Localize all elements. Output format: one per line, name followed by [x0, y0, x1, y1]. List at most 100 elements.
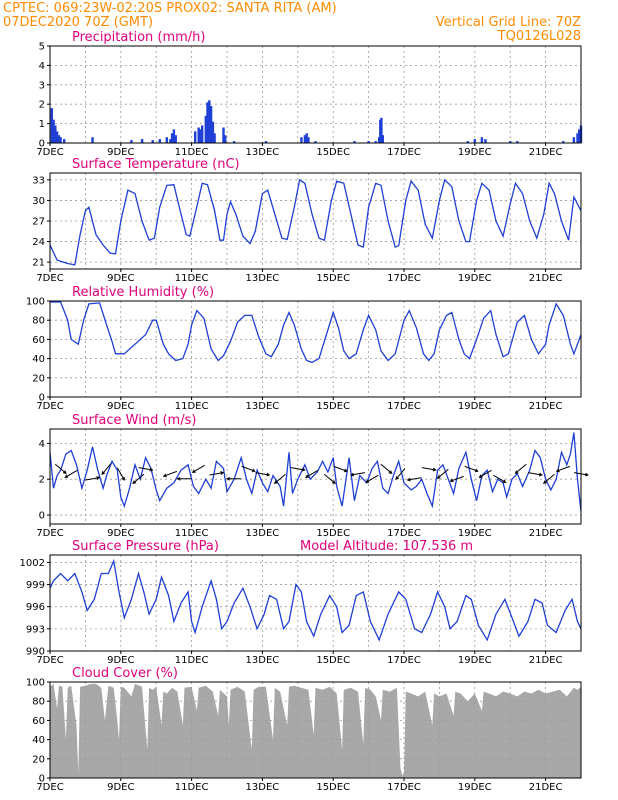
surface-pressure-title: Surface Pressure (hPa) [72, 539, 219, 554]
cloud-cover-xtick-label: 19DEC [458, 782, 492, 793]
pressure-ytick-label: 993 [26, 624, 45, 635]
precipitation-xtick-label: 7DEC [36, 147, 63, 158]
precipitation-xtick-label: 15DEC [316, 147, 350, 158]
wind-xtick-label: 19DEC [458, 528, 492, 539]
header-grid-line-note: Vertical Grid Line: 70Z [436, 15, 581, 30]
precipitation-bar [208, 100, 211, 143]
temperature-xtick-label: 19DEC [458, 273, 492, 284]
precipitation-bar [63, 139, 66, 143]
precipitation-bar [353, 141, 356, 143]
cloud-cover-ytick-label: 20 [32, 754, 45, 765]
wind-arrow [449, 475, 464, 483]
precipitation-bar [232, 141, 236, 143]
humidity-xtick-label: 13DEC [246, 401, 280, 412]
precipitation-bar [165, 137, 168, 143]
humidity-xtick-label: 17DEC [387, 401, 421, 412]
humidity-ytick-label: 60 [32, 335, 45, 346]
pressure-xtick-label: 19DEC [458, 655, 492, 666]
cloud-cover-xtick-label: 17DEC [387, 782, 421, 793]
wind-arrow [101, 463, 112, 476]
wind-xtick-label: 11DEC [175, 528, 209, 539]
precipitation-bar [213, 133, 216, 143]
precipitation-bar [130, 140, 133, 143]
wind-arrow [421, 467, 437, 472]
humidity-ytick-label: 80 [32, 316, 45, 327]
precipitation-xtick-label: 9DEC [107, 147, 134, 158]
wind-ytick-label: 4 [39, 439, 45, 450]
precipitation-bar [209, 106, 213, 143]
pressure-ytick-label: 1002 [20, 558, 45, 569]
cloud-cover-ytick-label: 80 [32, 697, 45, 708]
wind-arrow [255, 472, 271, 477]
cloud-cover-xtick-label: 11DEC [175, 782, 209, 793]
pressure-xtick-label: 15DEC [316, 655, 350, 666]
temperature-xtick-label: 7DEC [36, 273, 63, 284]
wind-arrow [290, 467, 306, 472]
humidity-ytick-label: 0 [39, 393, 45, 404]
precipitation-bar [307, 137, 310, 143]
precipitation-ytick-label: 0 [39, 139, 45, 150]
cloud-cover-ytick-label: 60 [32, 716, 45, 727]
wind-xtick-label: 15DEC [316, 528, 350, 539]
temperature-ytick-label: 24 [32, 237, 45, 248]
wind-arrow [273, 473, 286, 484]
precipitation-ytick-label: 3 [39, 80, 45, 91]
wind-xtick-label: 21DEC [529, 528, 563, 539]
precipitation-bar [211, 121, 215, 143]
wind-xtick-label: 9DEC [107, 528, 134, 539]
pressure-xtick-label: 17DEC [387, 655, 421, 666]
wind-arrow [54, 463, 67, 474]
precipitation-bar [224, 135, 227, 143]
precipitation-xtick-label: 17DEC [387, 147, 421, 158]
precipitation-bar [201, 125, 204, 143]
wind-ytick-label: 2 [39, 475, 45, 486]
temperature-xtick-label: 17DEC [387, 273, 421, 284]
wind-arrow [436, 468, 449, 479]
precipitation-bar [367, 141, 370, 143]
wind-arrow [85, 476, 101, 481]
temperature-ytick-label: 21 [32, 258, 45, 269]
precipitation-bar [578, 129, 581, 143]
cloud-cover-title: Cloud Cover (%) [72, 666, 178, 681]
precipitation-bar [516, 141, 519, 143]
wind-arrow [380, 463, 393, 474]
wind-arrow [350, 472, 365, 477]
precipitation-bar [374, 141, 377, 143]
wind-arrow [209, 471, 225, 476]
precipitation-title: Precipitation (mm/h) [72, 30, 205, 45]
temperature-xtick-label: 9DEC [107, 273, 134, 284]
pressure-ytick-label: 999 [26, 580, 45, 591]
cloud-cover-panel: Cloud Cover (%) 0 20 40 60 80 100 7DEC 9DEC 11DE… [26, 666, 582, 793]
precipitation-bar [300, 137, 303, 143]
precipitation-bar [576, 133, 579, 143]
wind-arrow [132, 473, 145, 484]
temperature-ytick-label: 27 [32, 217, 45, 228]
humidity-line [50, 301, 582, 364]
cloud-cover-xtick-label: 7DEC [36, 782, 63, 793]
relative-humidity-title: Relative Humidity (%) [72, 285, 214, 300]
wind-xtick-label: 17DEC [387, 528, 421, 539]
precipitation-bar [151, 140, 154, 143]
wind-xtick-label: 13DEC [246, 528, 280, 539]
wind-arrow [64, 469, 78, 478]
surface-temperature-panel: Surface Temperature (nC) 21 24 27 30 33 7DEC 9… [32, 157, 582, 284]
wind-arrow [162, 470, 178, 478]
wind-ytick-label: 0 [39, 511, 45, 522]
wind-arrow [478, 469, 492, 478]
precipitation-bar [314, 141, 317, 143]
precipitation-bar [55, 131, 59, 143]
header-model-id: TQ0126L028 [497, 29, 581, 44]
temperature-xtick-label: 11DEC [175, 273, 209, 284]
precipitation-bar [206, 102, 209, 143]
wind-arrow [542, 473, 555, 484]
pressure-xtick-label: 7DEC [36, 655, 63, 666]
wind-arrow [333, 465, 348, 473]
cloud-cover-ytick-label: 100 [26, 678, 45, 689]
precipitation-ytick-label: 2 [39, 100, 45, 111]
precipitation-bar [473, 139, 476, 143]
precipitation-xtick-label: 19DEC [458, 147, 492, 158]
wind-arrow [226, 476, 242, 481]
temperature-ytick-label: 33 [32, 175, 45, 186]
pressure-xtick-label: 11DEC [175, 655, 209, 666]
cloud-cover-xtick-label: 9DEC [107, 782, 134, 793]
